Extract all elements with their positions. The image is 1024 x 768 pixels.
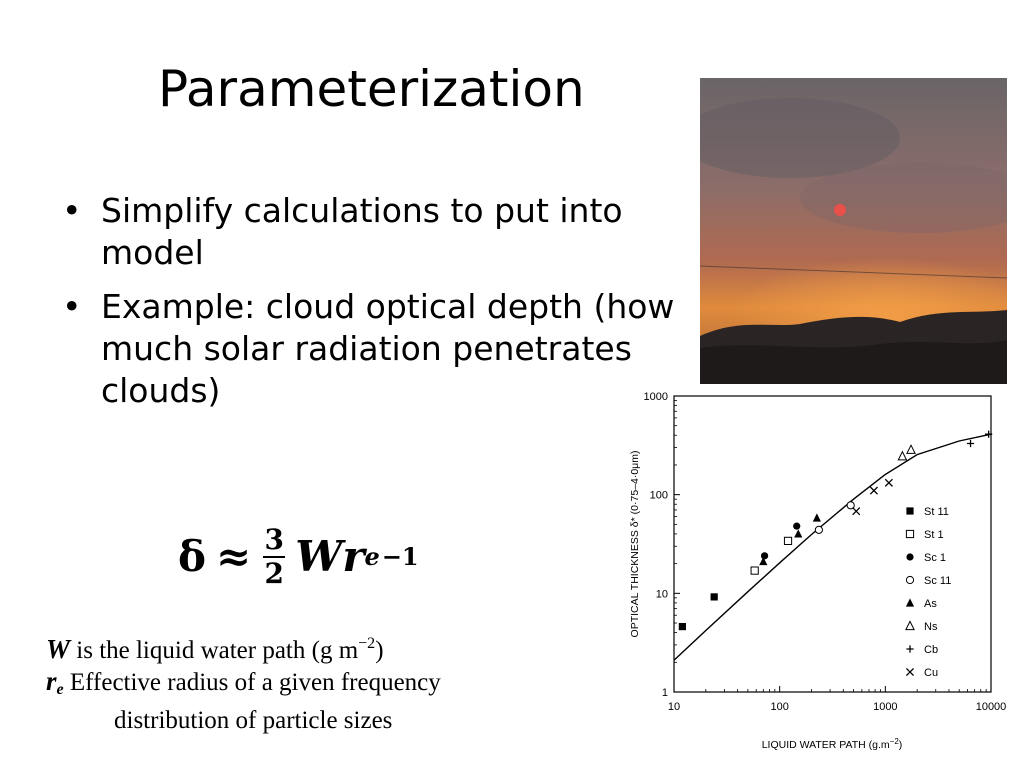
data-point	[710, 593, 718, 601]
definition-r-line2: distribution of particle sizes	[114, 707, 393, 734]
y-tick-label: 10	[656, 588, 668, 600]
data-point	[812, 513, 821, 522]
definition-w-text: is the liquid water path (g m	[76, 637, 359, 664]
data-point	[852, 507, 861, 516]
formula-subscript: e	[364, 542, 380, 571]
legend-marker	[906, 645, 914, 653]
definition-w-close: )	[375, 637, 384, 664]
slide-title: Parameterization	[158, 60, 585, 118]
legend-marker	[906, 507, 914, 515]
data-point	[783, 536, 793, 545]
legend-marker	[905, 575, 915, 585]
formula-exponent: −1	[381, 542, 419, 571]
formula-fraction-bar	[263, 556, 286, 558]
formula-w: W	[295, 532, 343, 581]
x-axis-label: LIQUID WATER PATH (g.m−2)	[762, 737, 903, 751]
formula-numerator: 3	[264, 523, 284, 556]
data-points	[678, 430, 993, 631]
legend-label: St 11	[924, 506, 949, 518]
definition-w-symbol: W	[46, 634, 71, 664]
y-tick-label: 1000	[644, 391, 668, 403]
fit-curve	[673, 433, 992, 661]
data-point	[759, 556, 768, 566]
legend-marker	[905, 529, 915, 539]
bullet-dot: •	[62, 191, 82, 230]
bullet-list: • Simplify calculations to put into mode…	[62, 190, 702, 424]
legend-marker	[906, 553, 914, 561]
data-point	[884, 478, 893, 487]
y-tick-label: 1	[662, 687, 668, 699]
formula-delta: δ	[178, 532, 207, 581]
photo-power-line	[700, 265, 1007, 279]
data-point	[897, 450, 908, 461]
x-axis-ticks: 10 100 1000 10000	[668, 686, 1006, 713]
chart-legend: St 11 St 1 Sc 1 Sc 11 As Ns Cb Cu	[905, 506, 951, 679]
formula-approx: ≈	[216, 532, 252, 581]
legend-marker	[905, 620, 915, 631]
y-axis-label: OPTICAL THICKNESS δ* (0·75–4·0μm)	[629, 451, 641, 638]
photo-cloud	[800, 163, 1007, 233]
legend-marker	[905, 598, 915, 607]
definition-w-exponent: −2	[358, 635, 376, 652]
x-tick-label: 1000	[873, 701, 897, 713]
data-point	[906, 444, 916, 454]
legend-label: St 1	[924, 529, 944, 541]
legend-marker	[905, 667, 915, 677]
photo-foreground	[700, 340, 1007, 384]
formula-fraction: 3 2	[263, 523, 286, 590]
data-point	[678, 623, 686, 631]
formula-denominator: 2	[264, 557, 284, 590]
data-point	[814, 525, 823, 534]
bullet-item: • Example: cloud optical depth (how much…	[62, 286, 702, 412]
data-point	[794, 529, 803, 538]
data-point	[750, 566, 759, 575]
chart-plot-frame	[673, 395, 992, 693]
bullet-dot: •	[62, 287, 82, 326]
definition-r-continued: distribution of particle sizes	[46, 705, 606, 736]
data-point	[869, 486, 878, 495]
x-tick-label: 10000	[976, 701, 1007, 713]
data-point	[985, 430, 993, 438]
legend-label: Ns	[924, 621, 938, 633]
y-tick-label: 100	[650, 490, 668, 502]
data-point	[793, 522, 801, 530]
legend-label: Cb	[924, 644, 938, 656]
bullet-text: Simplify calculations to put into model	[101, 191, 623, 272]
definition-w: W is the liquid water path (g m−2)	[46, 628, 606, 666]
optical-depth-formula: δ ≈ 3 2 W r e −1	[178, 526, 419, 588]
legend-label: Sc 11	[924, 575, 951, 587]
definition-r-subscript: e	[56, 681, 64, 698]
legend-label: Sc 1	[924, 552, 946, 564]
bullet-text: Example: cloud optical depth (how much s…	[101, 287, 675, 410]
x-tick-label: 10	[668, 701, 680, 713]
definition-r-line1: Effective radius of a given frequency	[69, 669, 441, 696]
photo-cloud	[700, 98, 900, 178]
data-point	[846, 501, 855, 510]
cloud-sunset-photo	[700, 78, 1007, 384]
legend-label: Cu	[924, 667, 938, 679]
photo-sun	[834, 204, 846, 216]
definition-r: re Effective radius of a given frequency	[46, 666, 606, 705]
x-tick-label: 100	[770, 701, 788, 713]
bullet-item: • Simplify calculations to put into mode…	[62, 190, 702, 274]
y-axis-ticks: 1 10 100 1000	[644, 391, 680, 699]
definition-r-symbol: r	[46, 666, 57, 696]
formula-r: r	[342, 532, 365, 581]
variable-definitions: W is the liquid water path (g m−2) re Ef…	[46, 628, 606, 736]
data-point	[760, 552, 769, 560]
data-point	[966, 439, 975, 448]
legend-label: As	[924, 598, 937, 610]
